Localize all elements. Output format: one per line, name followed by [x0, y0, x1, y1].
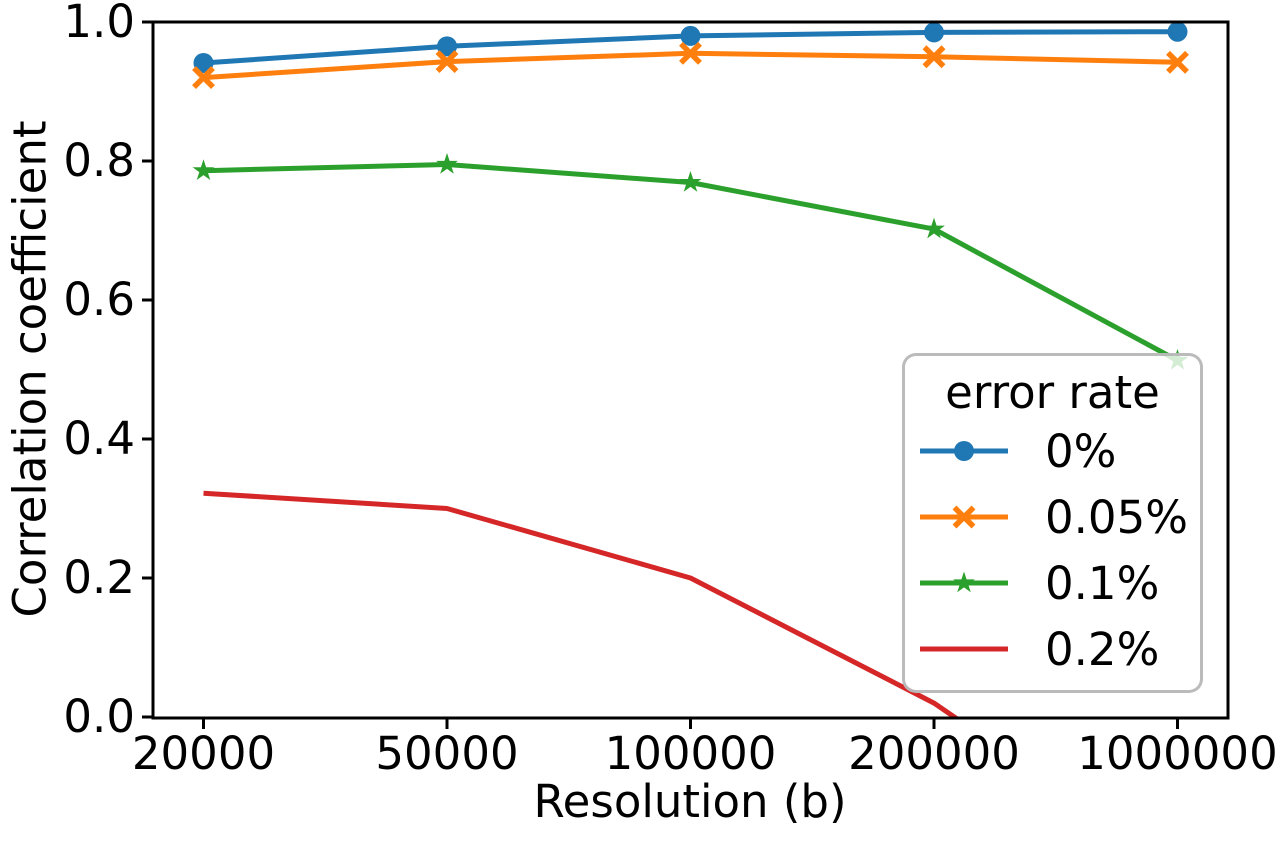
- series-0%: [193, 21, 1188, 74]
- series-0.1%: [192, 153, 1189, 370]
- y-tick-label: 1.0: [63, 0, 135, 48]
- legend: error rate 0% 0.05% 0.1% 0.2%: [902, 353, 1203, 693]
- x-marker: [1166, 50, 1189, 74]
- circle-marker: [437, 36, 457, 57]
- legend-swatch: [920, 571, 1008, 593]
- series-line: [203, 162, 1179, 363]
- circle-marker: [680, 25, 701, 46]
- legend-label: 0%: [1045, 424, 1117, 478]
- y-axis-label: Correlation coefficient: [3, 120, 57, 618]
- x-marker: [952, 505, 976, 529]
- legend-title: error rate: [945, 366, 1160, 419]
- x-tick-label: 50000: [375, 727, 519, 780]
- legend-entry-0.05%: 0.05%: [905, 484, 1200, 550]
- series-0.2%: [203, 490, 961, 718]
- star-marker: [679, 171, 702, 192]
- legend-label: 0.05%: [1045, 490, 1188, 544]
- legend-rows: 0% 0.05% 0.1% 0.2%: [905, 418, 1200, 682]
- legend-entry-0.2%: 0.2%: [905, 616, 1200, 682]
- y-tick-label: 0.4: [63, 412, 135, 465]
- x-tick-label: 100000: [604, 727, 777, 780]
- x-marker: [192, 66, 215, 90]
- star-marker: [953, 571, 975, 593]
- circle-marker: [924, 22, 944, 43]
- x-tick-label: 1000000: [1077, 727, 1278, 780]
- y-tick-label: 0.0: [63, 690, 135, 743]
- x-axis-label: Resolution (b): [533, 775, 847, 828]
- legend-label: 0.1%: [1045, 556, 1160, 610]
- star-marker: [192, 159, 215, 180]
- legend-label: 0.2%: [1045, 622, 1160, 676]
- series-0.05%: [192, 41, 1189, 90]
- star-marker: [436, 153, 458, 174]
- y-tick-label: 0.2: [63, 551, 135, 604]
- legend-swatch: [920, 441, 1008, 461]
- legend-swatch: [920, 646, 1008, 652]
- circle-marker: [1167, 21, 1188, 42]
- x-tick-label: 200000: [848, 727, 1020, 780]
- legend-entry-0.1%: 0.1%: [905, 550, 1200, 616]
- x-tick-label: 20000: [131, 727, 276, 780]
- legend-entry-0%: 0%: [905, 418, 1200, 484]
- axes-spines: [151, 20, 1230, 720]
- x-marker: [679, 41, 702, 65]
- circle-marker: [193, 53, 214, 74]
- circle-marker: [954, 441, 974, 461]
- x-marker: [922, 45, 946, 69]
- x-marker: [435, 50, 459, 74]
- y-tick-label: 0.6: [63, 273, 135, 326]
- y-tick-label: 0.8: [63, 134, 135, 187]
- legend-swatch: [920, 505, 1008, 529]
- series-line: [203, 490, 961, 718]
- star-marker: [923, 217, 945, 239]
